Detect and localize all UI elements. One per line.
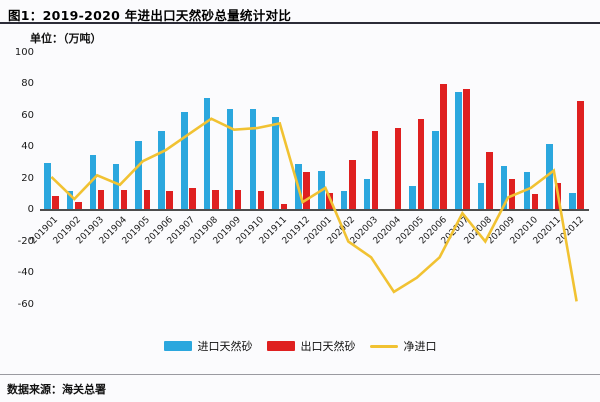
figure-title: 图1：2019-2020 年进出口天然砂总量统计对比	[8, 8, 292, 23]
export-bar	[303, 172, 310, 210]
import-bar	[432, 131, 439, 210]
import-bar	[135, 140, 142, 210]
footer-divider	[0, 374, 600, 375]
legend-item-import: 进口天然砂	[163, 338, 253, 354]
export-bar	[577, 101, 584, 210]
export-bar	[120, 189, 128, 210]
y-tick-label: 80	[21, 78, 34, 89]
import-bar	[295, 164, 302, 210]
export-bar	[349, 159, 356, 210]
import-bar	[477, 183, 485, 210]
y-tick-label: 40	[21, 141, 34, 152]
export-bar	[371, 131, 379, 210]
import-bar	[44, 162, 51, 210]
export-bar	[234, 189, 242, 210]
export-bar	[417, 118, 425, 210]
export-bar	[97, 189, 105, 210]
import-bar	[112, 164, 120, 210]
unit-label: 单位：（万吨）	[30, 32, 102, 45]
export-bar	[166, 191, 173, 210]
legend-label-import: 进口天然砂	[197, 340, 253, 353]
export-bar	[326, 192, 333, 210]
export-swatch	[266, 341, 295, 351]
x-axis-zero-line	[40, 209, 589, 211]
import-bar	[546, 143, 553, 210]
import-bar	[272, 117, 279, 210]
export-bar	[531, 194, 539, 210]
y-tick-label: 100	[14, 46, 34, 58]
import-swatch	[163, 341, 192, 351]
export-bar	[463, 88, 470, 210]
y-tick-label: 0	[27, 204, 34, 215]
export-bar	[554, 183, 562, 210]
import-bar	[500, 165, 508, 210]
export-bar	[212, 189, 219, 210]
import-bar	[318, 170, 325, 210]
export-bar	[486, 151, 493, 210]
y-tick-label: 20	[21, 172, 34, 184]
y-tick-label: -20	[17, 235, 34, 247]
import-bar	[181, 112, 188, 210]
legend-item-net: 净进口	[369, 338, 437, 354]
title-divider	[0, 22, 600, 24]
y-tick-label: -40	[17, 267, 34, 278]
import-bar	[249, 109, 257, 210]
import-bar	[226, 109, 234, 210]
legend-label-net: 净进口	[403, 340, 437, 353]
export-bar	[394, 128, 402, 210]
export-bar	[189, 187, 196, 210]
import-bar	[203, 98, 211, 210]
legend-label-export: 出口天然砂	[300, 340, 356, 353]
import-bar	[158, 131, 165, 210]
export-bar	[508, 178, 516, 210]
data-source: 数据来源：海关总署	[7, 383, 106, 396]
net-line-swatch	[369, 344, 398, 348]
import-bar	[455, 91, 462, 210]
import-bar	[409, 186, 416, 210]
y-tick-label: 60	[21, 109, 34, 121]
import-bar	[363, 178, 371, 210]
export-bar	[440, 84, 447, 210]
export-bar	[143, 189, 151, 210]
import-bar	[340, 191, 348, 210]
import-bar	[569, 192, 576, 210]
legend: 进口天然砂 出口天然砂 净进口	[0, 338, 600, 354]
export-bar	[52, 195, 59, 210]
y-tick-label: -60	[17, 298, 34, 310]
legend-item-export: 出口天然砂	[266, 338, 356, 354]
import-bar	[66, 191, 74, 210]
import-bar	[523, 172, 531, 210]
import-bar	[89, 154, 97, 210]
export-bar	[257, 191, 265, 210]
